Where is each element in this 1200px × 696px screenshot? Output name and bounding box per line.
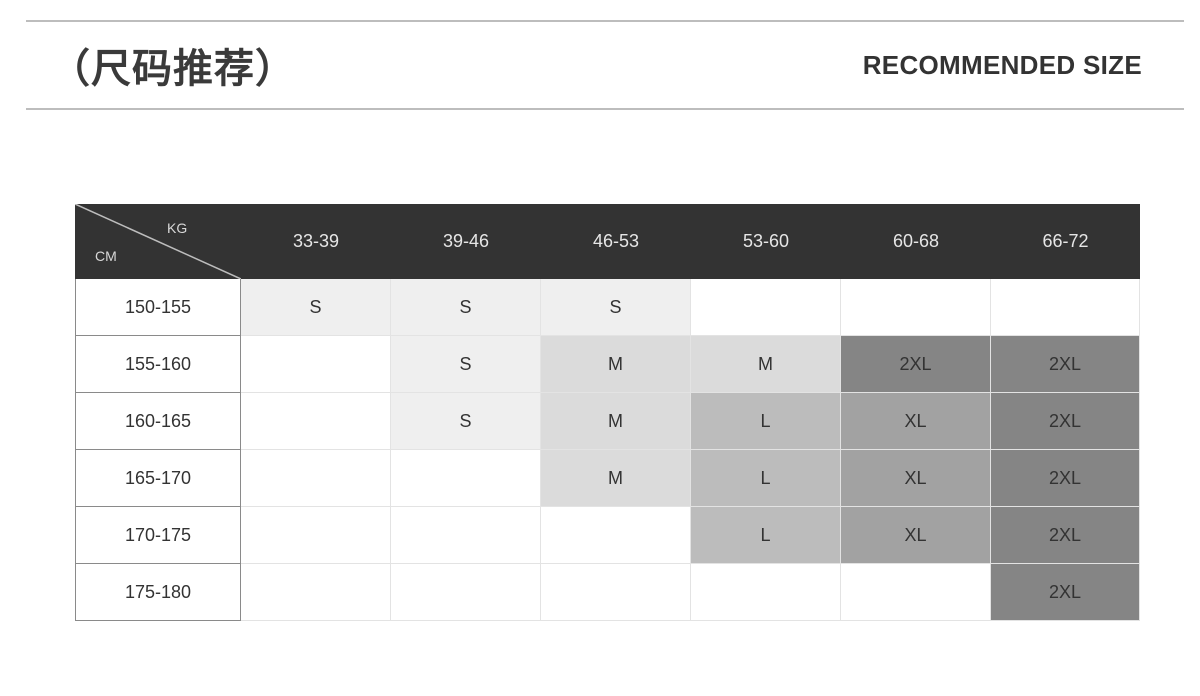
column-header: 46-53 <box>592 231 640 251</box>
table-row: 160-165 S M L XL 2XL <box>75 393 1140 450</box>
size-cell: M <box>541 393 691 450</box>
size-cell <box>691 564 841 621</box>
size-cell: 2XL <box>991 564 1140 621</box>
size-cell: 2XL <box>991 450 1140 507</box>
page-subtitle: RECOMMENDED SIZE <box>862 50 1142 80</box>
size-cell <box>841 564 991 621</box>
size-cell: S <box>541 279 691 336</box>
size-cell <box>241 393 391 450</box>
size-cell: 2XL <box>991 393 1140 450</box>
size-cell: M <box>541 336 691 393</box>
corner-cell: KG CM <box>75 204 241 279</box>
page-title: （尺码推荐） <box>50 46 296 92</box>
column-header: 66-72 <box>1042 231 1089 251</box>
size-cell <box>391 450 541 507</box>
size-cell: S <box>241 279 391 336</box>
size-cell <box>541 564 691 621</box>
table-row: 150-155 S S S <box>75 279 1140 336</box>
size-cell: L <box>691 393 841 450</box>
size-cell: XL <box>841 507 991 564</box>
size-cell: L <box>691 450 841 507</box>
size-cell <box>241 450 391 507</box>
weight-unit-label: KG <box>167 220 188 236</box>
size-cell: L <box>691 507 841 564</box>
size-cell: M <box>691 336 841 393</box>
size-cell <box>391 507 541 564</box>
row-header: 160-165 <box>75 393 241 450</box>
column-header: 53-60 <box>742 231 790 251</box>
table-row: 175-180 2XL <box>75 564 1140 621</box>
size-cell <box>991 279 1140 336</box>
bottom-divider <box>26 108 1184 110</box>
size-cell <box>241 507 391 564</box>
size-cell <box>241 564 391 621</box>
top-divider <box>26 20 1184 22</box>
row-header: 170-175 <box>75 507 241 564</box>
size-cell <box>691 279 841 336</box>
size-chart-table: KG CM 33-39 39-46 46-53 53-60 60-68 66-7… <box>75 204 1140 621</box>
size-cell: M <box>541 450 691 507</box>
row-header: 175-180 <box>75 564 241 621</box>
size-cell: 2XL <box>991 336 1140 393</box>
size-cell <box>241 336 391 393</box>
column-header: 33-39 <box>292 231 340 251</box>
row-header: 150-155 <box>75 279 241 336</box>
size-cell <box>841 279 991 336</box>
height-unit-label: CM <box>95 248 117 264</box>
size-cell: XL <box>841 450 991 507</box>
table-row: 155-160 S M M 2XL 2XL <box>75 336 1140 393</box>
size-cell: 2XL <box>991 507 1140 564</box>
column-header: 60-68 <box>892 231 940 251</box>
row-header: 155-160 <box>75 336 241 393</box>
size-cell: S <box>391 279 541 336</box>
column-header: 39-46 <box>442 231 490 251</box>
table-header-row: KG CM 33-39 39-46 46-53 53-60 60-68 66-7… <box>75 204 1140 279</box>
size-cell: S <box>391 393 541 450</box>
diagonal-divider <box>75 204 241 279</box>
size-cell: S <box>391 336 541 393</box>
table-row: 165-170 M L XL 2XL <box>75 450 1140 507</box>
size-cell <box>391 564 541 621</box>
row-header: 165-170 <box>75 450 241 507</box>
size-cell: 2XL <box>841 336 991 393</box>
size-cell: XL <box>841 393 991 450</box>
size-cell <box>541 507 691 564</box>
table-row: 170-175 L XL 2XL <box>75 507 1140 564</box>
